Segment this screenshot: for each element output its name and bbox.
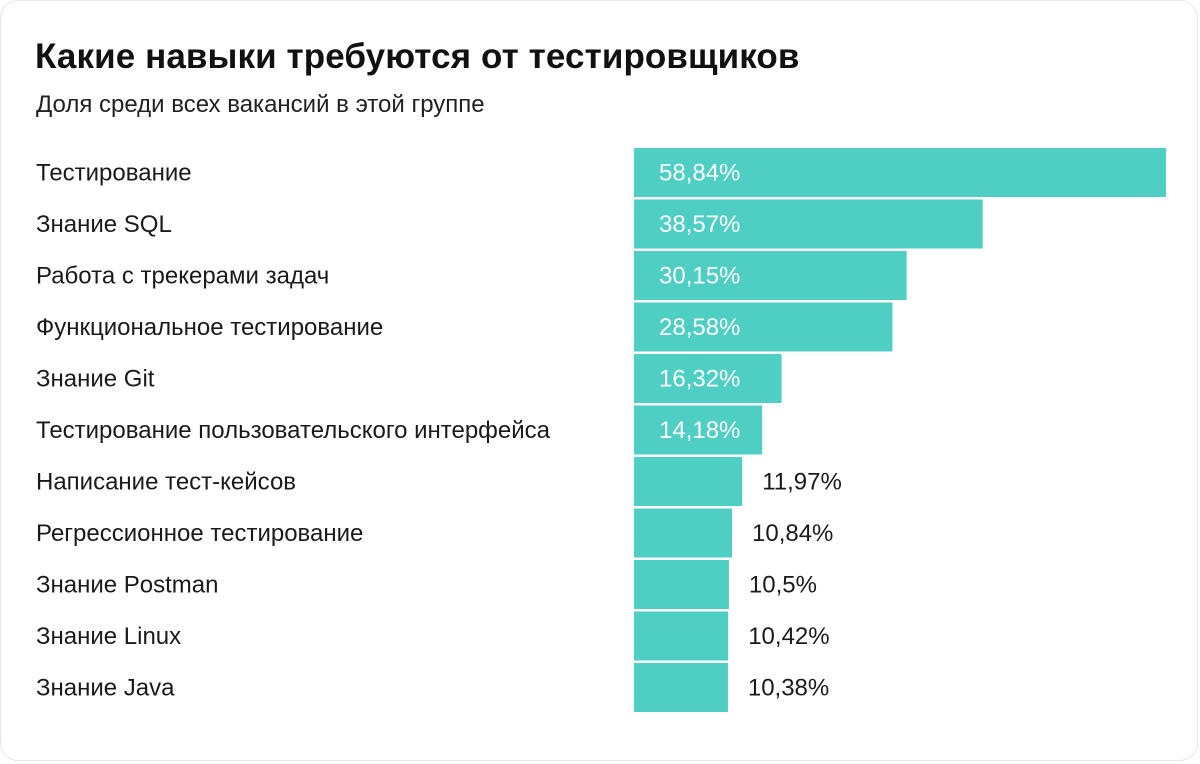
category-label: Знание Linux [36,623,181,650]
category-label: Знание Git [36,366,155,393]
data-label: 10,84% [752,520,833,547]
bar [634,508,732,558]
category-label: Тестирование пользовательского интерфейс… [36,417,551,444]
chart-title: Какие навыки требуются от тестировщиков [35,37,800,76]
data-label: 30,15% [659,263,740,290]
category-label: Работа с трекерами задач [36,263,329,290]
data-label: 16,32% [659,366,740,393]
data-label: 58,84% [659,160,740,187]
bar [634,457,743,506]
category-label: Тестирование [36,160,192,187]
category-label: Регрессионное тестирование [36,520,363,547]
data-label: 11,97% [762,469,842,496]
bar [634,663,728,712]
category-label: Знание SQL [36,211,172,238]
category-label: Написание тест-кейсов [36,469,296,496]
category-label: Функциональное тестирование [36,314,383,341]
chart-subtitle: Доля среди всех вакансий в этой группе [36,91,485,118]
bars-layer: Тестирование 58,84% Знание SQL 38,57% Работа… [36,148,1166,712]
bar [634,611,729,661]
category-label: Знание Postman [36,572,218,599]
data-label: 10,38% [748,675,829,702]
data-label: 10,5% [749,572,817,599]
category-label: Знание Java [36,675,175,702]
bar [634,354,782,403]
bar [634,199,983,249]
data-label: 38,57% [659,211,740,238]
data-label: 28,58% [659,314,740,341]
data-label: 10,42% [748,623,829,650]
bar [634,251,907,300]
bar [634,302,893,352]
bar [634,148,1166,197]
data-label: 14,18% [659,417,740,444]
bar [634,560,729,609]
bar [634,405,763,455]
